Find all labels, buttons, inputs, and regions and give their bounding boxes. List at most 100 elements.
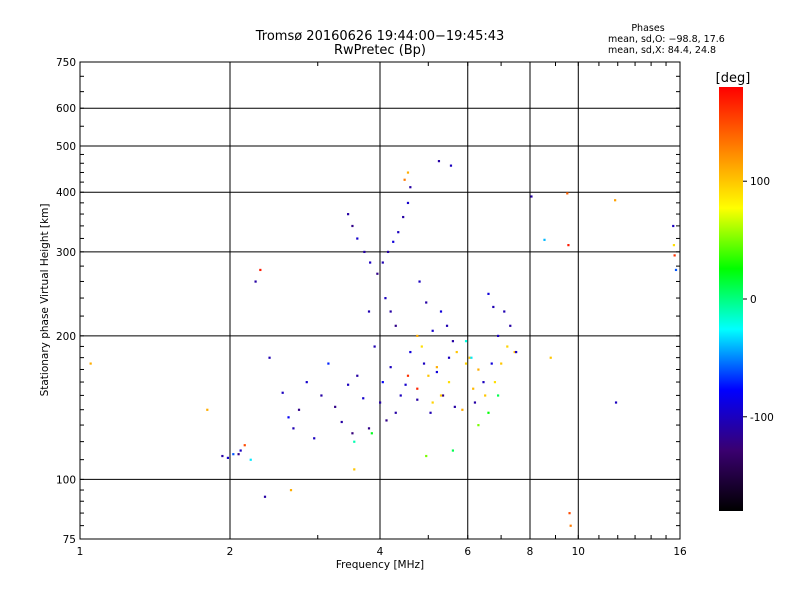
data-point [496, 394, 500, 397]
data-point [402, 215, 405, 219]
data-point [441, 394, 445, 397]
data-point [351, 432, 354, 435]
data-point [394, 324, 397, 327]
y-tick-label: 200 [56, 331, 76, 343]
data-point [567, 244, 570, 247]
x-axis-label: Frequency [MHz] [336, 559, 424, 571]
data-point [259, 268, 262, 272]
phases-o-stats: mean, sd,O: −98.8, 17.6 [608, 34, 725, 45]
data-point [447, 381, 451, 384]
phases-x-stats: mean, sd,X: 84.4, 24.8 [608, 45, 716, 56]
data-point [672, 224, 675, 228]
data-point [449, 164, 453, 167]
x-tick-label: 10 [572, 546, 585, 558]
data-point [243, 444, 246, 447]
data-point [418, 280, 421, 283]
data-point [406, 374, 410, 377]
colorbar-tick-label: -100 [750, 412, 774, 424]
colorbar-tick-label: 0 [750, 294, 757, 306]
phases-heading: Phases [631, 23, 664, 34]
data-point [461, 408, 464, 411]
data-point [268, 356, 271, 359]
data-point [351, 224, 354, 228]
data-point [477, 368, 480, 371]
data-point [389, 310, 392, 313]
data-point [297, 408, 301, 411]
y-tick-label: 500 [56, 141, 76, 153]
data-point [674, 268, 678, 272]
data-point [568, 512, 571, 515]
x-tick-label: 2 [227, 546, 234, 558]
data-point [367, 427, 371, 430]
data-point [614, 401, 618, 404]
data-point [379, 401, 382, 404]
y-tick-label: 75 [63, 534, 76, 546]
data-point [340, 420, 343, 424]
data-point [381, 261, 384, 264]
chart-title: Tromsø 20160626 19:44:00−19:45:43 [255, 29, 505, 44]
data-point [320, 394, 323, 397]
data-point [376, 272, 379, 275]
y-tick-label: 750 [56, 57, 76, 69]
data-point [237, 453, 240, 456]
data-point [477, 424, 480, 427]
data-point [431, 401, 434, 404]
data-point [569, 524, 572, 527]
y-tick-label: 400 [56, 187, 76, 199]
colorbar-tick-label: 100 [750, 176, 770, 188]
data-point [482, 381, 485, 384]
data-point [334, 405, 337, 408]
data-point [493, 381, 497, 384]
data-point [455, 350, 458, 354]
data-point [492, 305, 495, 309]
chart-subtitle: RwPretec (Bp) [334, 43, 426, 58]
data-point [484, 394, 487, 397]
x-tick-label: 1 [77, 546, 84, 558]
data-point [232, 453, 235, 456]
data-point [439, 310, 443, 313]
data-point [673, 254, 676, 257]
data-point [425, 454, 428, 458]
data-point [346, 213, 350, 216]
data-point [439, 394, 443, 397]
data-point [464, 362, 468, 365]
data-point [356, 374, 359, 377]
data-point [385, 419, 388, 422]
data-point [287, 416, 290, 419]
data-point [363, 250, 366, 254]
data-point [468, 356, 471, 359]
data-point [406, 171, 410, 174]
data-point [509, 324, 512, 327]
data-point [431, 329, 434, 332]
colorbar [719, 87, 743, 511]
data-point [353, 440, 356, 443]
data-point [614, 199, 617, 202]
grid-lines [80, 62, 680, 539]
y-tick-label: 100 [56, 474, 76, 486]
data-point [672, 244, 676, 247]
data-point [473, 401, 477, 404]
data-point [447, 356, 451, 359]
data-point [370, 432, 373, 435]
data-point [427, 374, 430, 377]
data-point [406, 201, 410, 205]
data-point [435, 370, 438, 374]
data-point [487, 292, 490, 295]
data-point [281, 391, 284, 394]
data-point [394, 411, 397, 414]
x-tick-label: 16 [673, 546, 687, 558]
data-point [420, 345, 423, 348]
data-point [392, 240, 395, 243]
data-point [353, 468, 356, 471]
data-point [451, 340, 455, 343]
data-point [500, 362, 503, 365]
data-point [472, 387, 475, 390]
colorbar-ticks: 100 0 -100 [743, 176, 774, 424]
data-point [399, 394, 402, 397]
data-point [549, 356, 552, 359]
x-tick-label: 4 [377, 546, 384, 558]
data-point [437, 160, 441, 163]
data-point [373, 345, 376, 348]
data-point [89, 362, 92, 365]
